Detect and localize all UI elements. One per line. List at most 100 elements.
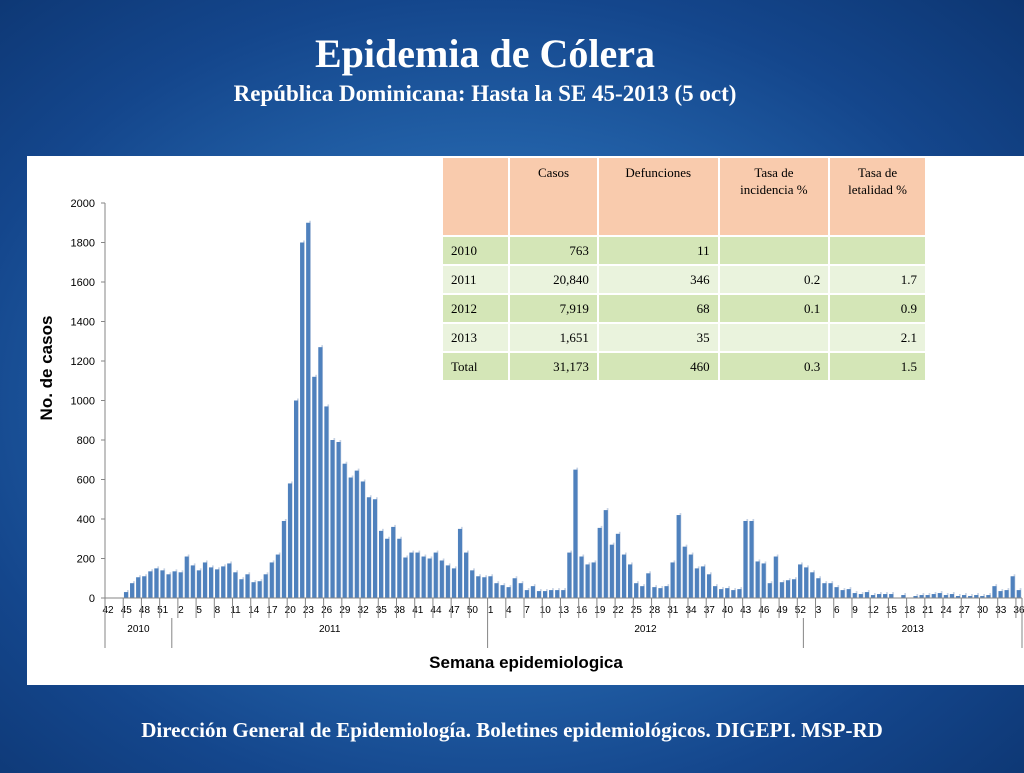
bar-shadow: [983, 594, 985, 598]
bar: [810, 572, 815, 598]
bar: [457, 528, 463, 599]
bar-shadow: [916, 594, 919, 598]
table-cell: 2013: [440, 322, 511, 353]
x-tick-label: 17: [266, 605, 278, 616]
bar: [318, 347, 323, 598]
bar: [749, 520, 754, 598]
x-tick-label: 36: [1013, 605, 1024, 616]
bar: [330, 440, 335, 598]
x-tick-label: 2: [178, 605, 184, 616]
bar: [506, 587, 511, 598]
x-tick-label: 35: [376, 605, 388, 616]
bar: [931, 594, 936, 598]
slide-subtitle: República Dominicana: Hasta la SE 45-201…: [233, 81, 737, 106]
table-cell: 2011: [440, 264, 511, 295]
table-cell: 346: [596, 264, 720, 295]
bar: [130, 583, 135, 598]
bar: [773, 556, 778, 598]
bar: [160, 570, 165, 598]
y-tick-label: 600: [77, 475, 95, 487]
source-footer: Dirección General de Epidemiología. Bole…: [141, 718, 883, 742]
x-tick-label: 46: [758, 605, 770, 616]
table-header-cell: Defunciones: [596, 156, 720, 237]
bar: [239, 579, 244, 598]
bar: [791, 579, 797, 598]
x-axis-title: Semana epidemiologica: [429, 653, 623, 672]
bar: [567, 552, 572, 598]
bar: [403, 557, 408, 598]
bar: [324, 406, 329, 598]
table-row: 2012 7,919 68 0.1 0.9: [440, 293, 927, 324]
bar: [658, 588, 663, 599]
bar: [883, 594, 888, 598]
y-tick-label: 2000: [71, 198, 95, 210]
bar: [166, 574, 171, 598]
table-cell: 1.7: [828, 264, 927, 295]
bar: [257, 581, 262, 598]
bar: [208, 567, 214, 598]
year-label: 2013: [902, 624, 925, 635]
x-tick-label: 37: [704, 605, 716, 616]
bar: [767, 583, 772, 598]
bar: [1004, 590, 1009, 598]
x-tick-label: 26: [321, 605, 333, 616]
bar: [974, 595, 979, 598]
bar: [652, 587, 657, 598]
x-tick-label: 51: [157, 605, 169, 616]
x-tick-label: 40: [722, 605, 734, 616]
bar: [755, 561, 760, 598]
bar: [627, 564, 633, 598]
table-cell: 460: [596, 351, 720, 382]
bar: [816, 578, 821, 598]
table-cell: [828, 235, 927, 266]
bar: [415, 552, 420, 598]
x-tick-label: 43: [740, 605, 752, 616]
bar: [591, 562, 596, 598]
bar: [221, 566, 226, 598]
bar: [779, 582, 784, 598]
y-tick-label: 1000: [71, 396, 95, 408]
bar: [427, 558, 432, 598]
table-row: Total 31,173 460 0.3 1.5: [440, 351, 927, 382]
table-cell: 11: [596, 235, 720, 266]
x-tick-label: 30: [977, 605, 989, 616]
table-header-cell: Tasa de incidencia %: [717, 156, 831, 237]
bar: [172, 571, 177, 598]
bar: [864, 592, 869, 598]
y-tick-label: 0: [89, 593, 95, 605]
x-tick-label: 3: [816, 605, 822, 616]
x-tick-label: 44: [430, 605, 442, 616]
slide-title: Epidemia de Cólera: [315, 31, 655, 76]
x-tick-label: 6: [834, 605, 840, 616]
bar: [949, 594, 954, 598]
bar: [858, 594, 863, 598]
x-tick-label: 49: [777, 605, 789, 616]
bar: [123, 592, 129, 598]
x-tick-label: 15: [886, 605, 898, 616]
x-tick-label: 7: [524, 605, 530, 616]
x-tick-label: 10: [540, 605, 552, 616]
chart-panel: 0 200 400 600 800 1000 1200 1400 1600 1800 2000 42 4…: [27, 156, 1024, 685]
bar: [336, 441, 341, 598]
x-tick-label: 29: [339, 605, 351, 616]
bar: [840, 590, 845, 598]
bar: [281, 520, 286, 598]
x-tick-label: 19: [594, 605, 606, 616]
bar: [846, 589, 851, 598]
bar: [549, 590, 554, 598]
bar: [530, 586, 535, 598]
bar: [512, 578, 517, 598]
bar: [196, 570, 201, 598]
table-row: 2013 1,651 35 2.1: [440, 322, 927, 353]
x-tick-label: 45: [121, 605, 133, 616]
bar: [634, 583, 639, 598]
bar: [646, 573, 651, 598]
bar: [215, 569, 220, 598]
bar: [148, 571, 153, 598]
bar: [354, 470, 359, 598]
bar: [561, 590, 566, 598]
bar: [700, 566, 705, 598]
bar: [184, 556, 189, 598]
bar: [761, 563, 766, 598]
bar: [676, 515, 681, 598]
